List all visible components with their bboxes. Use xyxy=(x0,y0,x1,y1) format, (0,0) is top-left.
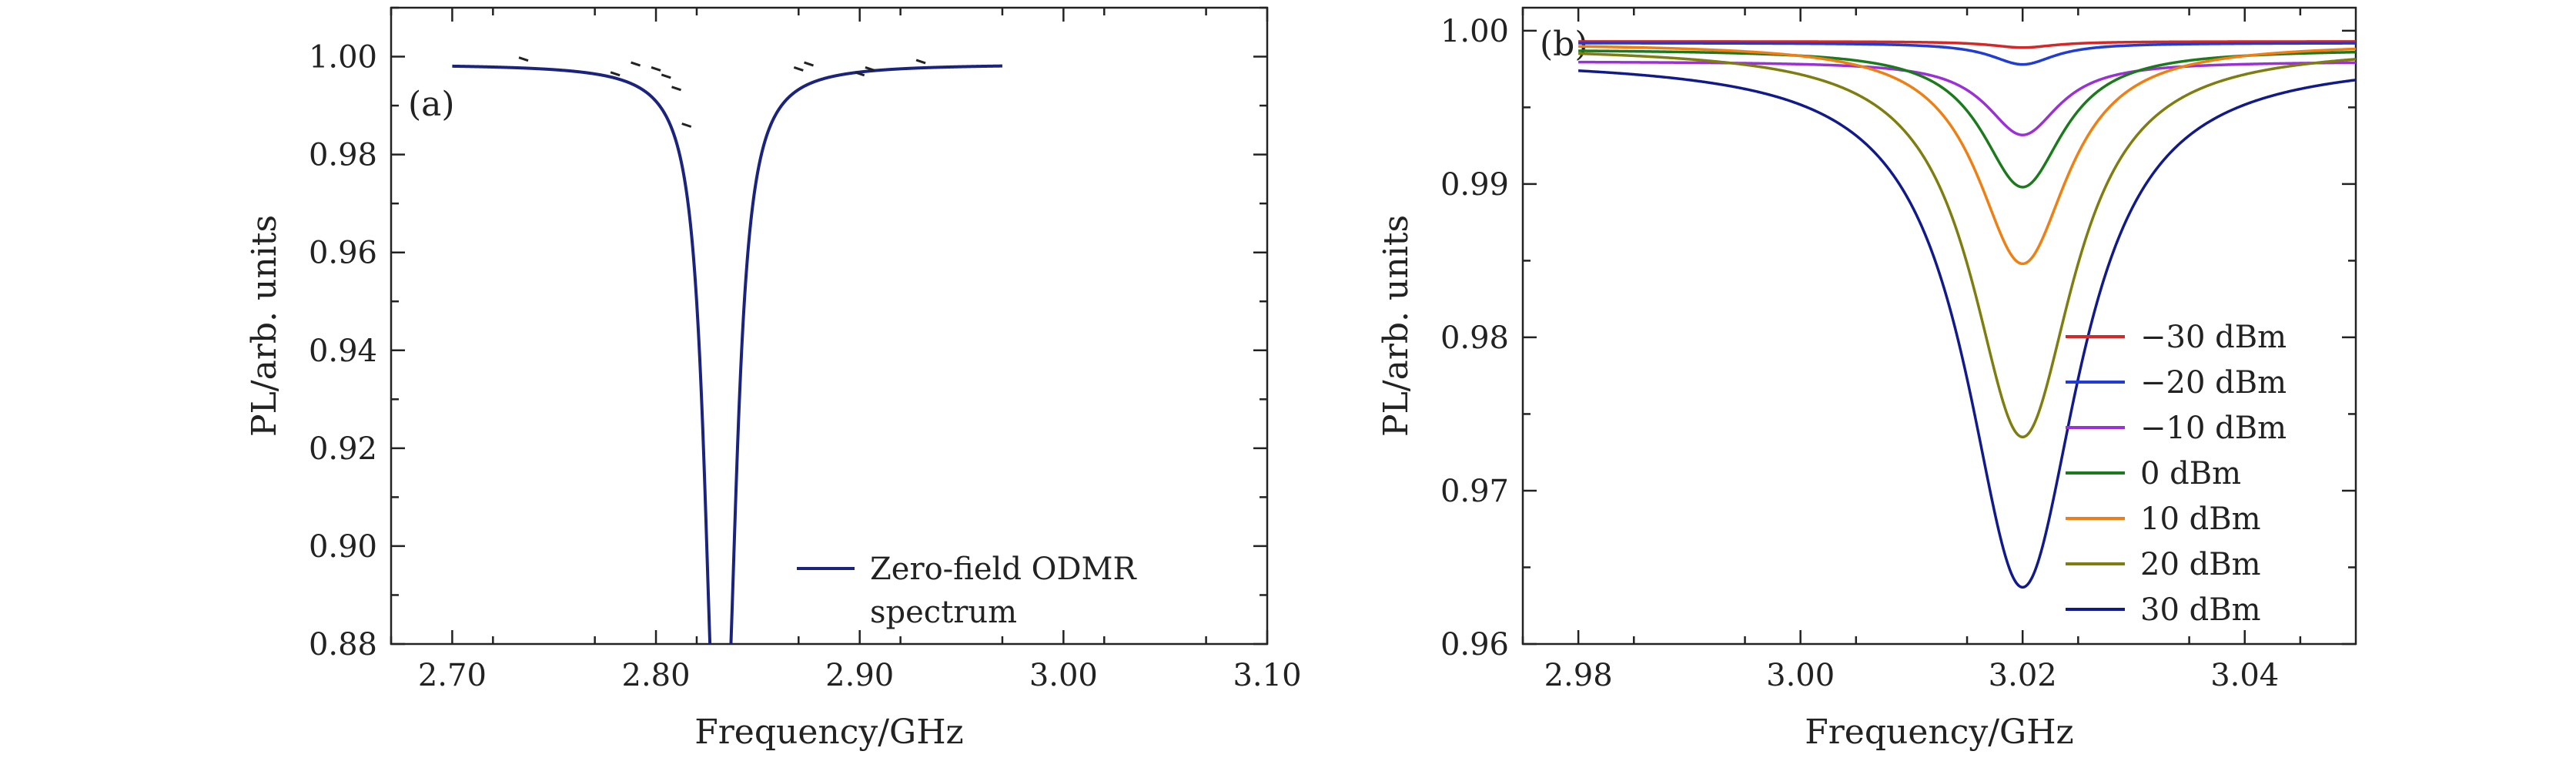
x-axis-label: Frequency/GHz xyxy=(1805,713,2074,752)
legend-label: −20 dBm xyxy=(2140,365,2287,401)
legend: −30 dBm −20 dBm −10 dBm 0 dBm 10 dBm 20 dBm 30… xyxy=(2066,320,2287,628)
legend: Zero-field ODMR spectrum xyxy=(797,552,1137,630)
x-tick-label: 3.00 xyxy=(1029,658,1098,693)
y-axis-label: PL/arb. units xyxy=(1377,215,1416,437)
data-point xyxy=(518,56,529,62)
series-line-zero-field-odmr xyxy=(452,64,1002,644)
data-point xyxy=(793,66,804,72)
legend-label: 20 dBm xyxy=(2140,547,2261,582)
x-tick-label: 3.04 xyxy=(2210,658,2279,693)
plot-frame xyxy=(390,6,1269,646)
legend-label-line-1: Zero-field ODMR xyxy=(870,552,1137,587)
series-line-5 xyxy=(1578,52,2356,439)
x-tick-label: 3.00 xyxy=(1766,658,1835,693)
data-point xyxy=(804,61,815,67)
plot-frame xyxy=(1521,6,2357,646)
x-tick-label: 3.10 xyxy=(1233,658,1301,693)
y-axis-label: PL/arb. units xyxy=(245,215,284,437)
y-tick-label: 1.00 xyxy=(1440,14,1509,49)
x-axis-label: Frequency/GHz xyxy=(694,713,964,752)
data-point xyxy=(681,122,692,128)
y-tick-label: 0.99 xyxy=(1440,167,1509,203)
y-tick-label: 0.96 xyxy=(1440,627,1509,662)
y-tick-label: 0.90 xyxy=(309,529,377,565)
legend-label: 0 dBm xyxy=(2140,456,2241,491)
data-point xyxy=(855,71,865,77)
series-line-1 xyxy=(1578,42,2356,66)
x-tick-label: 2.80 xyxy=(622,658,691,693)
x-tick-label: 2.98 xyxy=(1544,658,1613,693)
x-tick-label: 2.90 xyxy=(825,658,894,693)
data-point xyxy=(661,73,671,79)
y-tick-label: 0.97 xyxy=(1440,474,1509,509)
series-line-2 xyxy=(1578,60,2356,136)
chart-panel-b: 2.98 3.00 3.02 3.04 0.96 0.97 0.98 0.99 1.00 Freq… xyxy=(1377,6,2357,752)
data-point xyxy=(671,86,681,92)
series-line-6 xyxy=(1578,69,2356,589)
legend-label: −30 dBm xyxy=(2140,320,2287,355)
data-point xyxy=(610,71,621,77)
y-tick-label: 0.92 xyxy=(309,431,377,467)
series-line-3 xyxy=(1578,49,2356,189)
series-line-4 xyxy=(1578,45,2356,266)
plot-area xyxy=(1578,40,2356,589)
data-point xyxy=(651,66,661,72)
legend-label: 10 dBm xyxy=(2140,501,2261,537)
plot-area xyxy=(452,56,1002,644)
series-line-0 xyxy=(1578,40,2356,49)
y-tick-label: 0.88 xyxy=(309,627,377,662)
y-tick-label: 1.00 xyxy=(309,40,377,75)
y-tick-label: 0.94 xyxy=(309,334,377,369)
panel-label: (a) xyxy=(408,85,455,124)
legend-label: 30 dBm xyxy=(2140,592,2261,628)
data-point xyxy=(865,66,875,72)
y-tick-label: 0.96 xyxy=(309,236,377,271)
data-point xyxy=(631,61,641,67)
y-tick-label: 0.98 xyxy=(1440,320,1509,356)
data-point xyxy=(915,59,926,65)
legend-label: −10 dBm xyxy=(2140,411,2287,446)
y-tick-label: 0.98 xyxy=(309,138,377,173)
chart-panel-a: 2.70 2.80 2.90 3.00 3.10 0.88 0.90 0.92 0.94 0.96… xyxy=(245,6,1302,752)
legend-label-line-2: spectrum xyxy=(870,595,1017,630)
x-tick-label: 2.70 xyxy=(418,658,487,693)
x-tick-label: 3.02 xyxy=(1989,658,2057,693)
